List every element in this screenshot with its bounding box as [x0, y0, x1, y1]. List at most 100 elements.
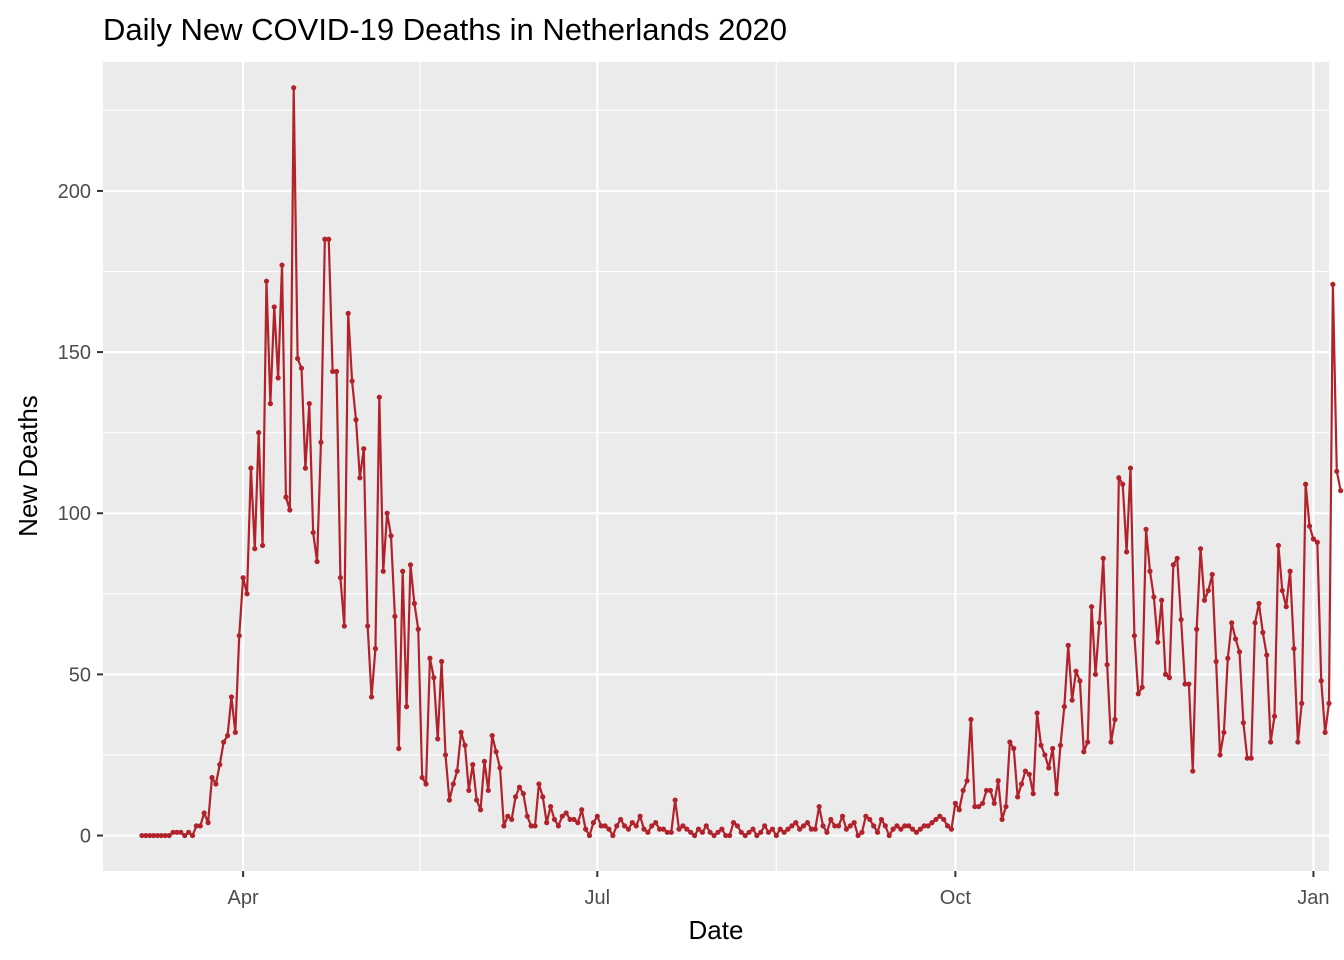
data-point	[995, 778, 1001, 784]
data-point	[676, 826, 682, 832]
data-point	[349, 378, 355, 384]
data-point	[1283, 604, 1289, 610]
data-point	[730, 820, 737, 826]
data-point	[1085, 739, 1091, 745]
data-point	[474, 797, 480, 803]
data-point	[583, 826, 589, 832]
data-point	[688, 829, 694, 835]
data-point	[501, 823, 507, 829]
data-point	[154, 832, 161, 839]
data-point	[1310, 536, 1317, 542]
data-point	[898, 826, 904, 832]
data-point	[392, 613, 398, 619]
data-point	[699, 829, 705, 835]
data-point	[302, 465, 308, 471]
data-point	[789, 823, 795, 829]
data-point	[403, 704, 410, 710]
data-point	[509, 816, 515, 823]
data-point	[193, 823, 200, 829]
data-point	[902, 823, 908, 829]
data-point	[863, 813, 869, 819]
data-point	[1166, 675, 1173, 681]
data-point	[847, 823, 853, 829]
data-point	[516, 784, 523, 790]
data-point	[894, 823, 900, 829]
data-point	[715, 829, 721, 835]
data-point	[485, 787, 491, 794]
data-point	[711, 832, 717, 839]
data-point	[836, 823, 842, 829]
data-point	[1201, 597, 1208, 603]
data-point	[345, 310, 351, 316]
data-point	[948, 826, 955, 832]
data-point	[1073, 668, 1079, 674]
y-tick-label: 50	[69, 664, 91, 686]
data-point	[1306, 523, 1313, 529]
data-point	[820, 823, 826, 829]
data-point	[1240, 720, 1246, 726]
data-point	[929, 820, 935, 826]
data-point	[536, 781, 542, 787]
data-point	[944, 823, 951, 829]
data-point	[824, 829, 830, 835]
data-point	[186, 829, 192, 835]
data-point	[773, 832, 779, 839]
data-point	[742, 832, 748, 839]
data-point	[291, 85, 297, 91]
data-point	[878, 816, 885, 823]
data-point	[781, 829, 787, 835]
data-point	[614, 823, 620, 829]
data-point	[1295, 739, 1301, 745]
data-point	[1159, 597, 1165, 603]
data-point	[1042, 752, 1048, 758]
data-point	[1322, 729, 1328, 736]
data-point	[1182, 681, 1188, 687]
data-point	[454, 768, 460, 774]
data-point	[1116, 475, 1122, 481]
data-point	[458, 729, 464, 736]
data-point	[921, 823, 927, 829]
data-point	[361, 446, 367, 452]
data-point	[357, 475, 363, 481]
data-point	[691, 832, 698, 839]
data-point	[1112, 716, 1118, 723]
data-point	[259, 542, 266, 549]
data-point	[209, 774, 215, 781]
data-point	[968, 716, 974, 723]
data-point	[828, 816, 834, 823]
data-point	[1034, 710, 1040, 716]
data-point	[384, 510, 390, 516]
data-point	[236, 633, 242, 639]
data-point	[719, 826, 725, 832]
data-point	[579, 807, 585, 813]
data-point	[178, 829, 184, 835]
data-point	[586, 832, 593, 839]
data-point	[933, 816, 939, 823]
data-point	[1326, 700, 1332, 707]
data-point	[1104, 662, 1110, 668]
data-point	[1038, 742, 1044, 748]
data-point	[727, 832, 733, 839]
data-point	[1143, 526, 1149, 532]
data-point	[571, 816, 577, 823]
data-point	[439, 658, 445, 665]
data-point	[559, 813, 565, 819]
data-point	[983, 787, 990, 794]
data-point	[754, 832, 760, 839]
data-point	[656, 826, 663, 832]
data-point	[843, 826, 849, 832]
data-point	[637, 813, 643, 819]
data-point	[372, 646, 379, 652]
data-point	[466, 787, 472, 794]
data-point	[1030, 791, 1036, 797]
data-point	[610, 832, 616, 839]
data-point	[1127, 465, 1134, 471]
data-point	[1217, 752, 1223, 758]
data-point	[298, 365, 305, 371]
data-point	[1050, 745, 1056, 752]
data-point	[446, 797, 452, 803]
data-point	[283, 494, 289, 500]
data-point	[567, 816, 573, 823]
data-point	[758, 829, 764, 835]
data-point	[668, 829, 674, 835]
